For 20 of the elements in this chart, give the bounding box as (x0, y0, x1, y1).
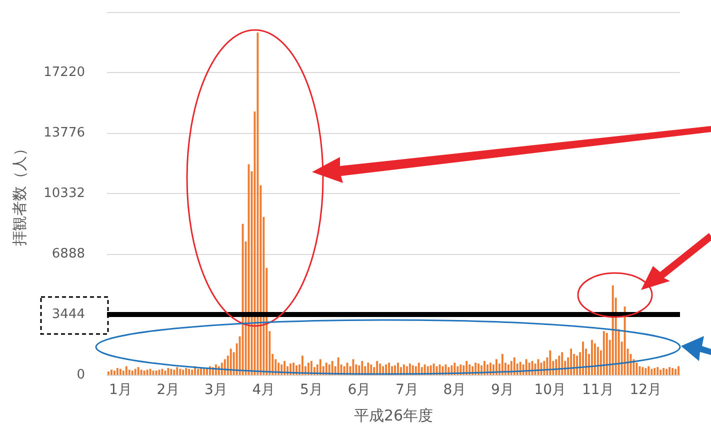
x-tick-label: 5月 (300, 382, 323, 398)
x-tick-label: 7月 (395, 382, 418, 398)
x-tick-label: 12月 (630, 382, 662, 398)
x-tick-label: 9月 (490, 382, 514, 398)
x-tick-label: 3月 (204, 382, 228, 398)
y-tick-label: 13776 (44, 126, 85, 140)
y-tick-label: 0 (76, 368, 85, 382)
x-tick-label: 11月 (582, 382, 614, 398)
x-tick-label: 10月 (534, 382, 566, 398)
y-tick-label: 10332 (44, 186, 85, 201)
x-tick-label: 4月 (252, 382, 276, 398)
x-tick-label: 2月 (156, 382, 180, 398)
x-tick-label: 1月 (108, 382, 132, 398)
y-tick-label: 17220 (44, 65, 85, 80)
y-tick-label: 6888 (52, 246, 85, 262)
y-axis-title: 拝観者数（人） (10, 141, 28, 246)
x-tick-label: 6月 (348, 382, 371, 398)
y-tick-label: 3444 (52, 307, 85, 322)
x-tick-label: 8月 (443, 382, 466, 398)
x-axis-title: 平成26年度 (354, 406, 434, 424)
